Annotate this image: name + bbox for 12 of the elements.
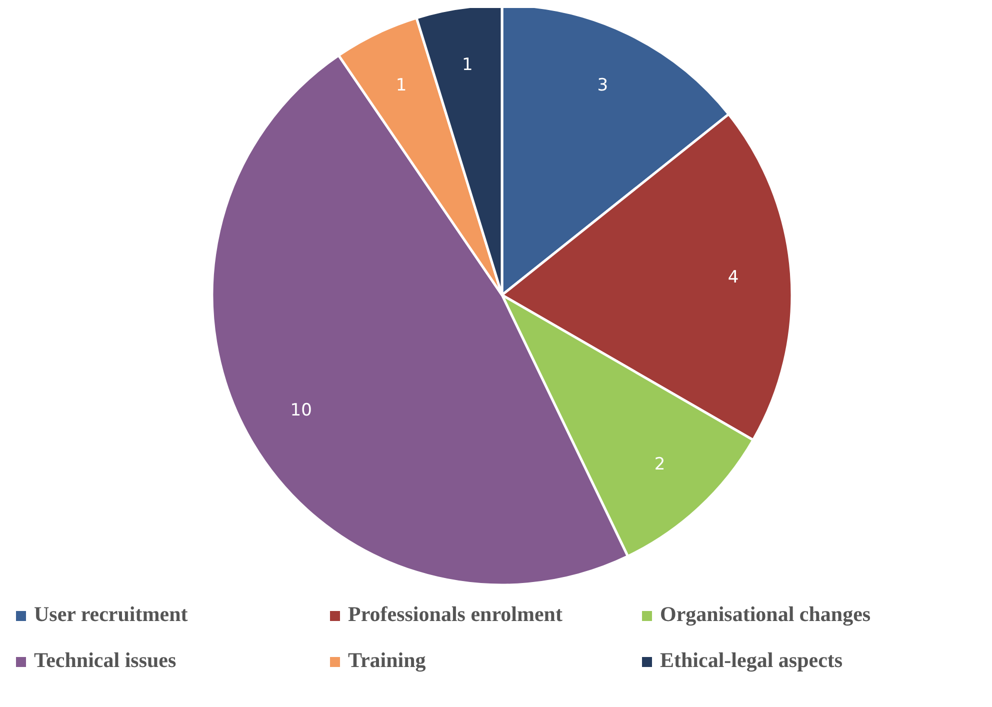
data-label: 1: [396, 76, 407, 96]
legend-label: User recruitment: [34, 602, 188, 626]
data-label: 10: [290, 400, 312, 421]
legend-label: Technical issues: [34, 648, 176, 672]
legend-label: Training: [348, 648, 426, 672]
data-label: 1: [462, 55, 473, 76]
data-label: 3: [597, 76, 608, 96]
legend-label: Ethical-legal aspects: [660, 648, 843, 672]
data-label: 2: [654, 454, 666, 475]
legend-label: Professionals enrolment: [348, 602, 562, 626]
data-label: 4: [728, 267, 739, 288]
legend-label: Organisational changes: [660, 602, 871, 626]
